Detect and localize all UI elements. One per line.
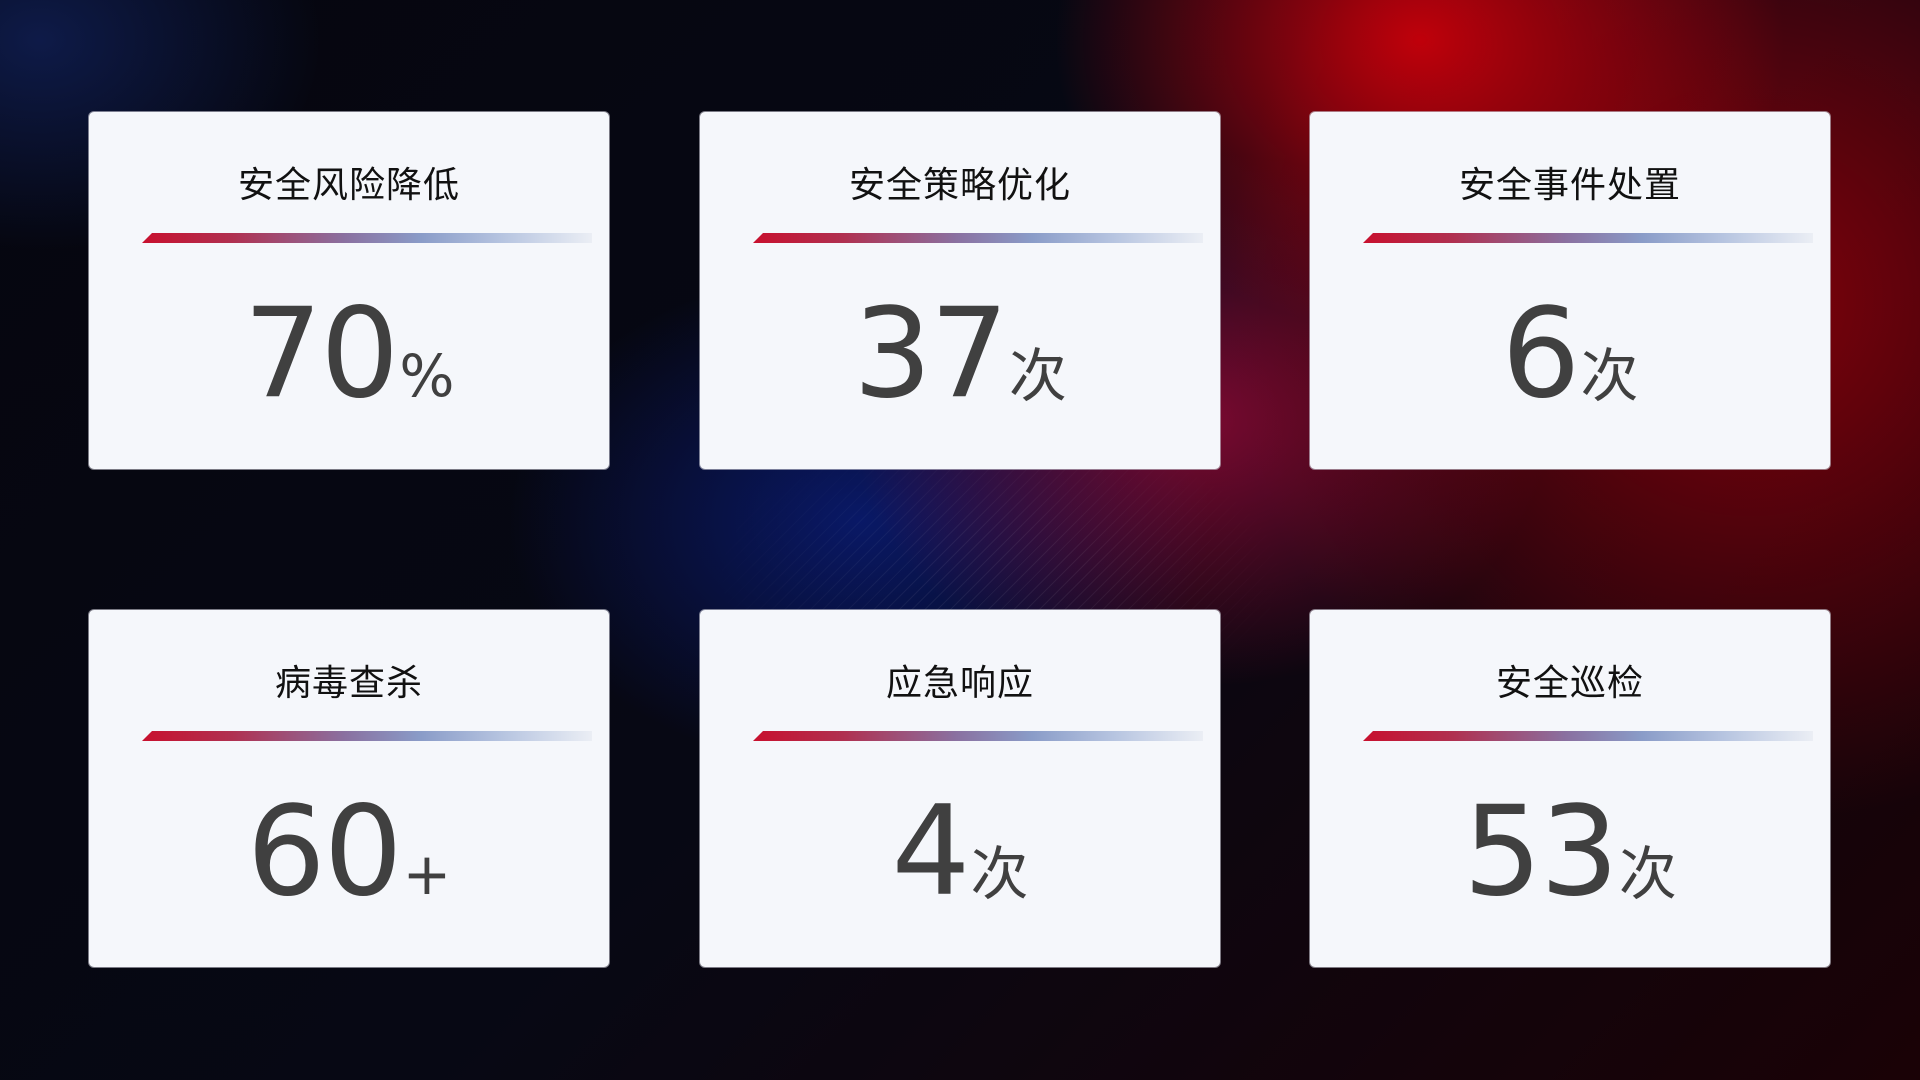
stat-card-incident-handling: 安全事件处置 6次	[1310, 112, 1830, 469]
stat-card-security-inspection: 安全巡检 53次	[1310, 610, 1830, 967]
card-value: 37次	[700, 282, 1220, 426]
value-unit: 次	[1618, 840, 1677, 908]
value-number: 60	[246, 780, 403, 924]
card-value: 70%	[89, 282, 609, 426]
card-value: 60+	[89, 780, 609, 924]
gradient-divider	[142, 731, 592, 741]
stat-card-policy-optimization: 安全策略优化 37次	[700, 112, 1220, 469]
value-unit: 次	[1008, 342, 1067, 410]
card-title: 应急响应	[885, 663, 1034, 704]
card-title: 病毒查杀	[274, 663, 423, 704]
card-title: 安全策略优化	[848, 165, 1071, 206]
gradient-divider	[753, 731, 1203, 741]
gradient-divider	[142, 233, 592, 243]
value-number: 4	[891, 780, 971, 924]
value-number: 53	[1463, 780, 1619, 924]
value-number: 37	[853, 282, 1009, 426]
value-unit: +	[402, 840, 452, 908]
card-title: 安全事件处置	[1458, 165, 1681, 206]
stat-card-risk-reduction: 安全风险降低 70%	[89, 112, 609, 469]
card-title: 安全巡检	[1495, 663, 1644, 704]
card-title: 安全风险降低	[237, 165, 460, 206]
gradient-divider	[753, 233, 1203, 243]
gradient-divider	[1363, 731, 1813, 741]
gradient-divider	[1363, 233, 1813, 243]
value-number: 6	[1501, 282, 1581, 426]
card-value: 53次	[1310, 780, 1830, 924]
value-number: 70	[243, 282, 400, 426]
card-value: 6次	[1310, 282, 1830, 426]
stat-card-virus-removal: 病毒查杀 60+	[89, 610, 609, 967]
value-unit: %	[399, 342, 455, 410]
value-unit: 次	[970, 840, 1029, 908]
card-value: 4次	[700, 780, 1220, 924]
value-unit: 次	[1580, 342, 1639, 410]
stat-card-emergency-response: 应急响应 4次	[700, 610, 1220, 967]
